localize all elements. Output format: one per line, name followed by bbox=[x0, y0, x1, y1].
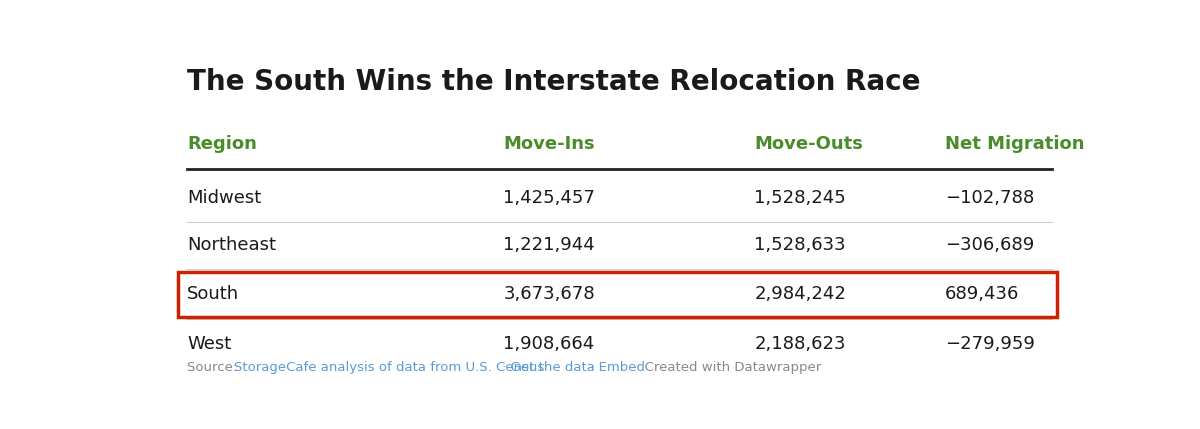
Text: Move-Ins: Move-Ins bbox=[504, 135, 595, 153]
Text: Region: Region bbox=[187, 135, 257, 153]
Text: 1,221,944: 1,221,944 bbox=[504, 236, 595, 254]
Text: Northeast: Northeast bbox=[187, 236, 276, 254]
Text: · Created with Datawrapper: · Created with Datawrapper bbox=[632, 360, 822, 374]
Text: −306,689: −306,689 bbox=[946, 236, 1034, 254]
Text: · Get the data: · Get the data bbox=[498, 360, 595, 374]
Text: 689,436: 689,436 bbox=[946, 285, 1020, 303]
Text: 1,908,664: 1,908,664 bbox=[504, 335, 595, 353]
Text: −102,788: −102,788 bbox=[946, 190, 1034, 208]
Text: South: South bbox=[187, 285, 239, 303]
Text: Net Migration: Net Migration bbox=[946, 135, 1085, 153]
Text: 1,425,457: 1,425,457 bbox=[504, 190, 595, 208]
Text: Source:: Source: bbox=[187, 360, 241, 374]
Text: 2,984,242: 2,984,242 bbox=[755, 285, 846, 303]
Text: · Embed: · Embed bbox=[586, 360, 644, 374]
Text: 3,673,678: 3,673,678 bbox=[504, 285, 595, 303]
Text: Midwest: Midwest bbox=[187, 190, 262, 208]
Text: 2,188,623: 2,188,623 bbox=[755, 335, 846, 353]
Text: The South Wins the Interstate Relocation Race: The South Wins the Interstate Relocation… bbox=[187, 68, 920, 96]
Text: West: West bbox=[187, 335, 232, 353]
Text: 1,528,633: 1,528,633 bbox=[755, 236, 846, 254]
Text: StorageCafe analysis of data from U.S. Census: StorageCafe analysis of data from U.S. C… bbox=[234, 360, 545, 374]
Text: Move-Outs: Move-Outs bbox=[755, 135, 863, 153]
Text: −279,959: −279,959 bbox=[946, 335, 1036, 353]
Text: 1,528,245: 1,528,245 bbox=[755, 190, 846, 208]
